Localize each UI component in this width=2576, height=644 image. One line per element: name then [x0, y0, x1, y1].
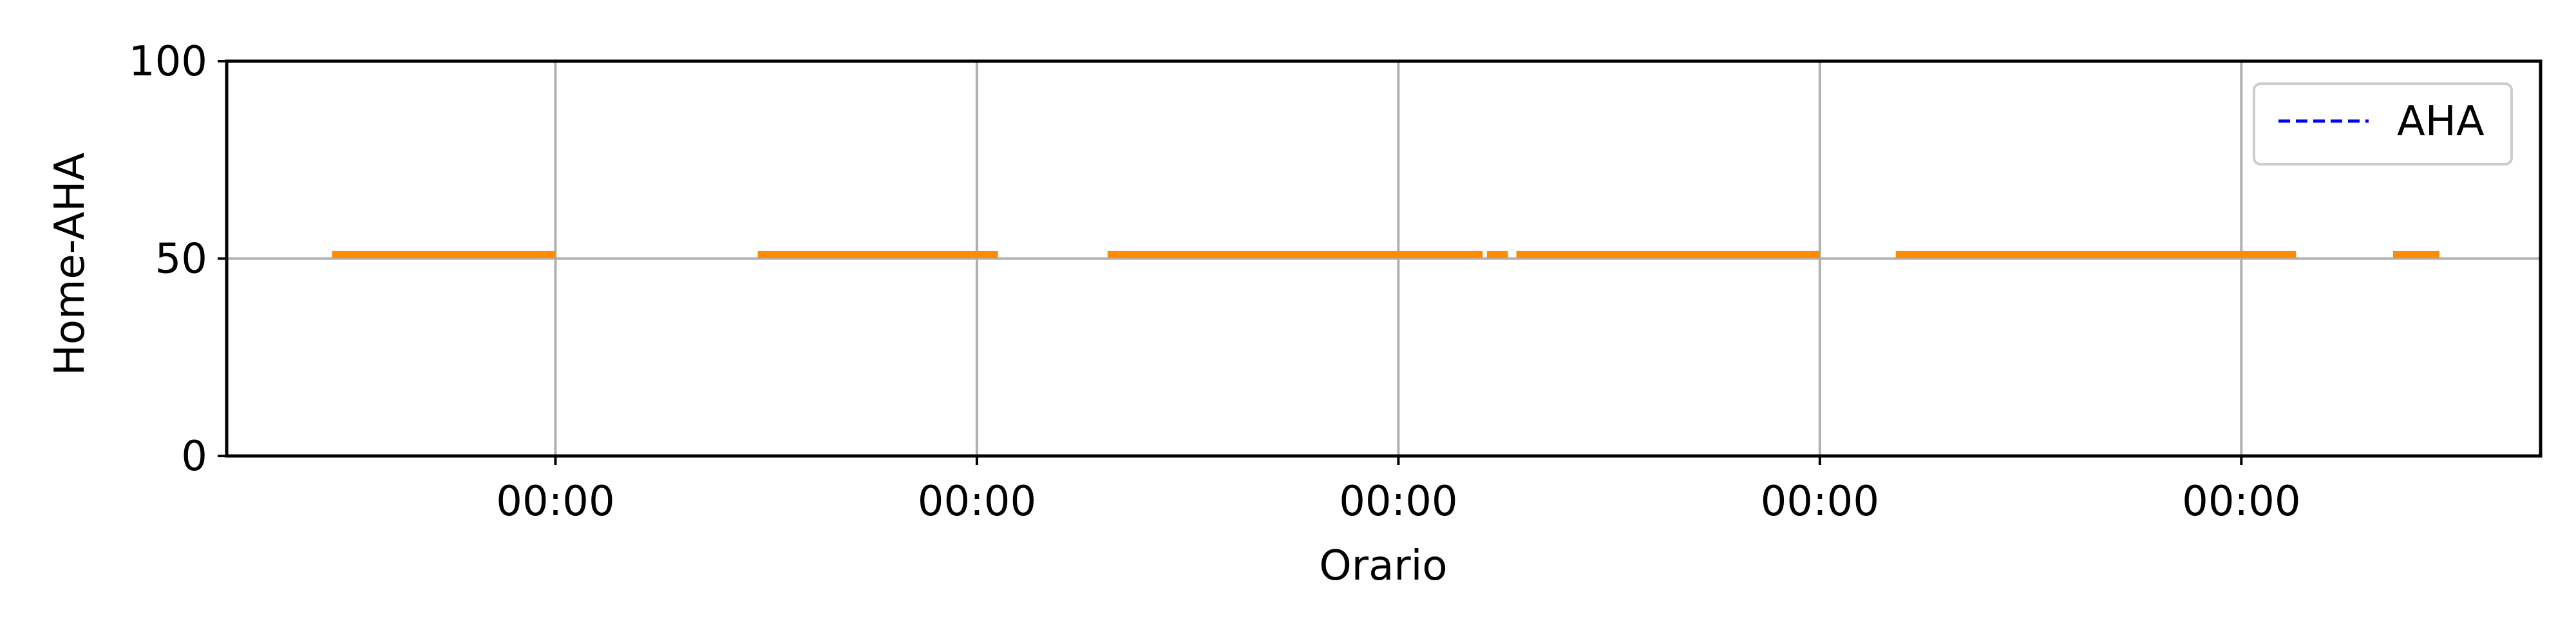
ticks: 00:00 00:00 00:00 00:00 00:00 0 50 100 [129, 38, 2301, 526]
x-tick-label: 00:00 [1339, 478, 1457, 526]
y-tick-label: 0 [181, 433, 207, 480]
legend-label-aha: AHA [2397, 98, 2485, 146]
y-tick-label: 50 [155, 236, 207, 283]
y-tick-label: 100 [129, 38, 207, 86]
x-tick-label: 00:00 [496, 478, 614, 526]
x-tick-label: 00:00 [918, 478, 1036, 526]
x-tick-label: 00:00 [1761, 478, 1879, 526]
x-axis-label: Orario [1319, 542, 1447, 590]
series-layer [227, 59, 2541, 258]
y-axis-label: Home-AHA [46, 153, 94, 376]
legend: AHA [2253, 82, 2513, 166]
legend-box [2253, 82, 2513, 166]
grid [227, 60, 2541, 457]
x-tick-label: 00:00 [2182, 478, 2300, 526]
